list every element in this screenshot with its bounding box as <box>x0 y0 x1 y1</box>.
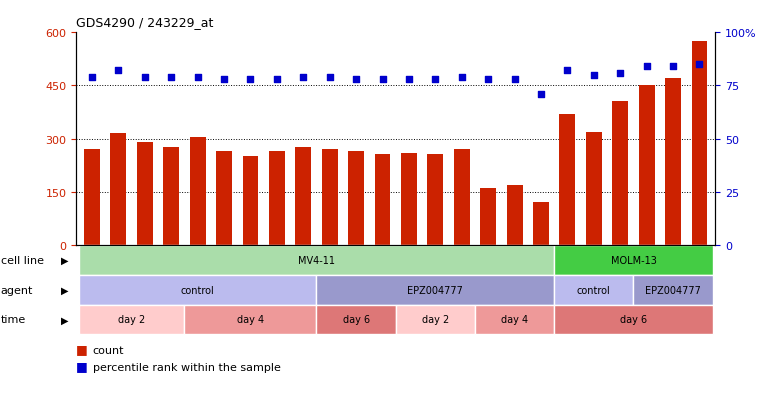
Bar <box>638 86 654 245</box>
Text: agent: agent <box>1 285 33 295</box>
Point <box>323 74 336 81</box>
Bar <box>633 275 713 305</box>
Text: day 6: day 6 <box>620 315 647 325</box>
Point <box>456 74 468 81</box>
Bar <box>317 305 396 335</box>
Bar <box>137 143 153 245</box>
Text: day 4: day 4 <box>501 315 528 325</box>
Point <box>482 76 494 83</box>
Point <box>535 91 547 98</box>
Bar <box>613 102 628 245</box>
Bar <box>322 150 338 245</box>
Text: day 2: day 2 <box>118 315 145 325</box>
Text: ▶: ▶ <box>61 285 68 295</box>
Text: ▶: ▶ <box>61 255 68 265</box>
Point <box>508 76 521 83</box>
Bar <box>507 186 523 245</box>
Bar <box>665 79 681 245</box>
Bar <box>428 155 443 245</box>
Point <box>113 68 125 75</box>
Bar <box>475 305 554 335</box>
Text: day 4: day 4 <box>237 315 264 325</box>
Bar <box>454 150 470 245</box>
Text: day 6: day 6 <box>342 315 370 325</box>
Point <box>693 62 705 68</box>
Text: percentile rank within the sample: percentile rank within the sample <box>93 362 281 372</box>
Bar <box>184 305 317 335</box>
Bar <box>164 148 179 245</box>
Point <box>192 74 204 81</box>
Bar <box>349 152 364 245</box>
Bar <box>554 275 633 305</box>
Bar <box>110 134 126 245</box>
Text: day 2: day 2 <box>422 315 449 325</box>
Point <box>614 70 626 77</box>
Point <box>86 74 98 81</box>
Point <box>139 74 151 81</box>
Text: ■: ■ <box>76 359 88 372</box>
Text: MV4-11: MV4-11 <box>298 255 335 265</box>
Bar <box>692 42 708 245</box>
Text: MOLM-13: MOLM-13 <box>610 255 657 265</box>
Bar <box>533 203 549 245</box>
Point <box>403 76 415 83</box>
Bar <box>559 114 575 245</box>
Bar <box>374 155 390 245</box>
Text: count: count <box>93 345 124 355</box>
Bar <box>84 150 100 245</box>
Point <box>350 76 362 83</box>
Text: EPZ004777: EPZ004777 <box>407 285 463 295</box>
Point <box>429 76 441 83</box>
Bar <box>396 305 475 335</box>
Point <box>587 72 600 79</box>
Point <box>667 64 679 70</box>
Bar <box>554 305 713 335</box>
Bar <box>554 245 713 275</box>
Bar <box>78 275 317 305</box>
Bar <box>269 152 285 245</box>
Bar <box>480 189 496 245</box>
Text: GDS4290 / 243229_at: GDS4290 / 243229_at <box>76 16 214 29</box>
Bar <box>317 275 554 305</box>
Point <box>562 68 574 75</box>
Point <box>641 64 653 70</box>
Text: ▶: ▶ <box>61 315 68 325</box>
Bar <box>586 133 602 245</box>
Text: time: time <box>1 315 26 325</box>
Point <box>218 76 230 83</box>
Bar <box>243 157 259 245</box>
Point <box>244 76 256 83</box>
Bar <box>189 138 205 245</box>
Text: EPZ004777: EPZ004777 <box>645 285 701 295</box>
Text: control: control <box>180 285 215 295</box>
Bar <box>78 305 184 335</box>
Bar <box>295 148 311 245</box>
Text: ■: ■ <box>76 342 88 355</box>
Point <box>165 74 177 81</box>
Bar <box>78 245 554 275</box>
Text: cell line: cell line <box>1 255 44 265</box>
Text: control: control <box>577 285 611 295</box>
Point <box>271 76 283 83</box>
Bar <box>401 153 417 245</box>
Point <box>298 74 310 81</box>
Bar <box>216 152 232 245</box>
Point <box>377 76 389 83</box>
